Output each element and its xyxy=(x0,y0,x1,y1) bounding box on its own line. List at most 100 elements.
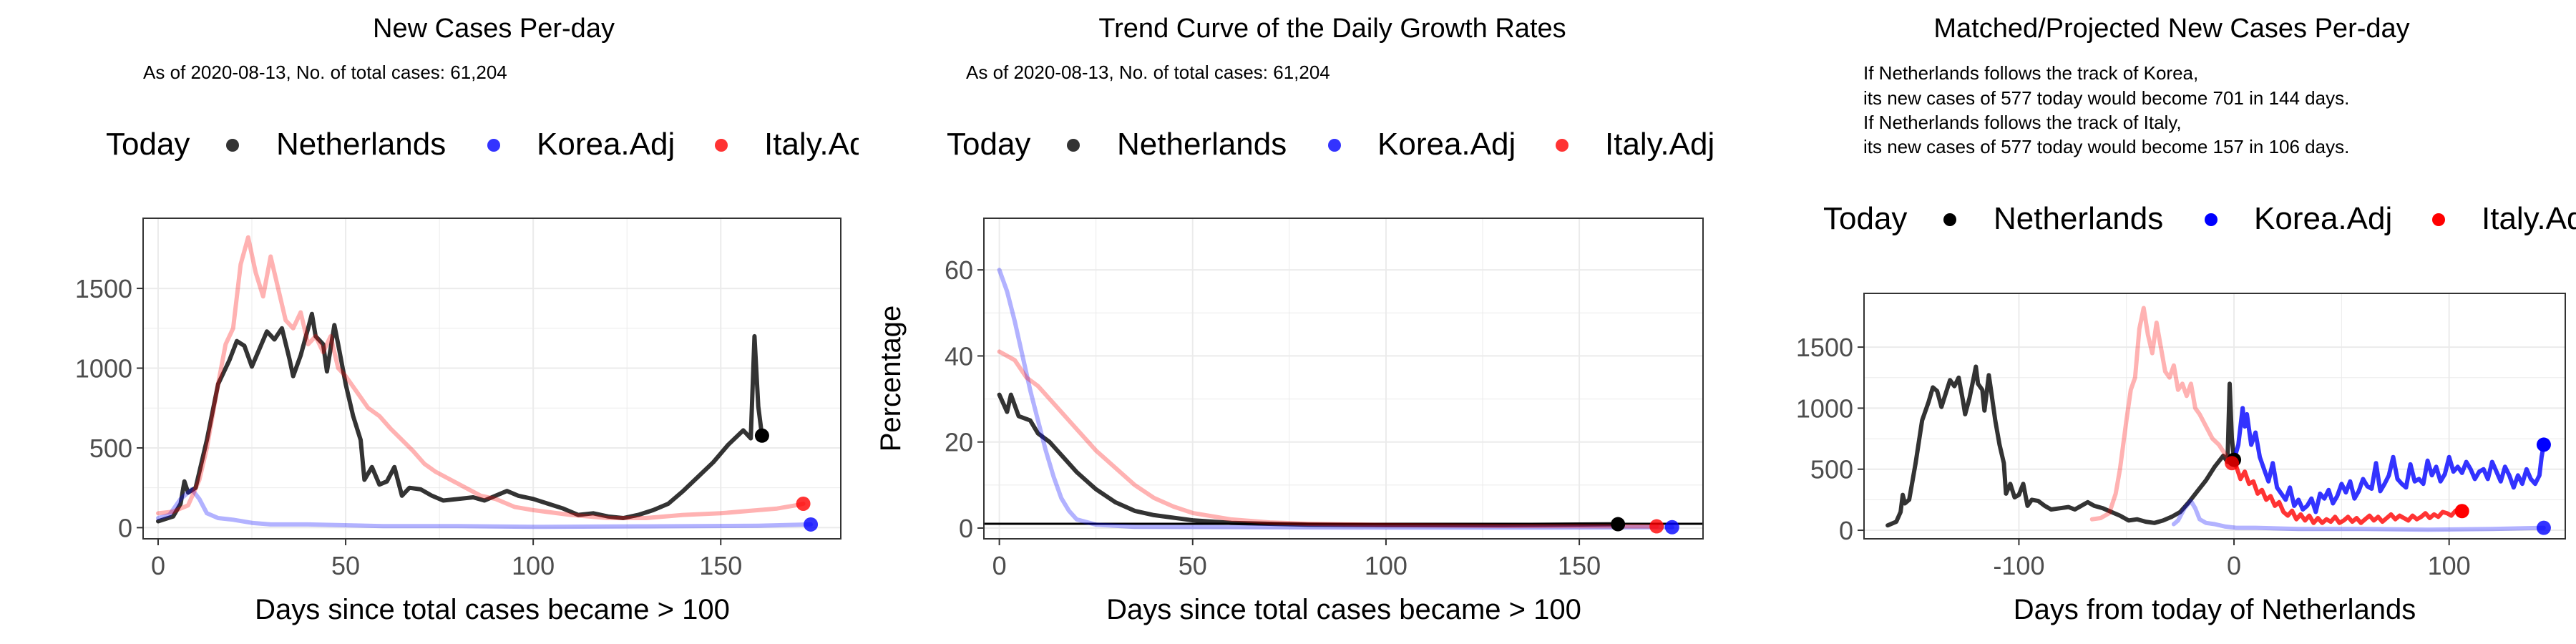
plot-frame xyxy=(142,218,841,540)
end-point-korea-adj xyxy=(804,517,819,532)
chart-title: New Cases Per-day xyxy=(373,14,615,44)
y-tick-label: 1000 xyxy=(1796,394,1853,423)
plot-area xyxy=(1863,293,2566,540)
x-tick-label: 0 xyxy=(151,551,165,580)
series-lines xyxy=(1885,306,2551,535)
end-point-netherlands xyxy=(1611,517,1626,532)
legend-key-korea xyxy=(487,139,500,152)
legend: Today Netherlands Korea.Adj Italy.Adj xyxy=(947,127,1714,162)
series-line-netherlands xyxy=(1885,364,2237,528)
legend-label-italy: Italy.Adj xyxy=(2482,201,2576,236)
plot-area xyxy=(983,218,1704,540)
series-line-korea-adj xyxy=(2171,499,2546,532)
series-line-italy-adj xyxy=(997,349,1659,529)
series-line-korea-adj xyxy=(156,487,814,530)
x-tick-label: 100 xyxy=(2428,551,2471,580)
plot-area xyxy=(142,218,841,540)
end-point-italy-adj xyxy=(796,496,811,511)
x-axis-label: Days from today of Netherlands xyxy=(2014,594,2416,625)
x-axis: -100 0 100 xyxy=(1993,539,2471,580)
legend-key-netherlands xyxy=(226,139,239,152)
x-tick-label: -100 xyxy=(1993,551,2044,580)
series-line-italy-adj-projection xyxy=(2232,457,2464,525)
legend-label-italy: Italy.Adj xyxy=(764,127,874,162)
y-tick-label: 60 xyxy=(945,255,973,285)
x-axis-label: Days since total cases became > 100 xyxy=(1106,594,1581,625)
annotation-line-3: If Netherlands follows the track of Ital… xyxy=(1863,112,2182,133)
y-axis: 0 500 1000 1500 xyxy=(1796,333,1864,545)
chart-subtitle: As of 2020-08-13, No. of total cases: 61… xyxy=(143,62,507,83)
end-point-korea-adj xyxy=(1664,519,1679,535)
series-line-netherlands xyxy=(997,392,1621,527)
y-tick-label: 0 xyxy=(959,514,973,543)
x-tick-label: 100 xyxy=(512,551,555,580)
y-axis: 0 500 1000 1500 xyxy=(75,274,143,542)
legend-key-korea xyxy=(2205,213,2218,226)
plot-frame xyxy=(1863,293,2566,540)
y-tick-label: 1500 xyxy=(75,274,132,303)
end-point-italy-adj xyxy=(2225,456,2240,471)
x-axis-label: Days since total cases became > 100 xyxy=(255,594,730,625)
panel-new-cases: New Cases Per-day As of 2020-08-13, No. … xyxy=(75,14,874,625)
legend-key-italy xyxy=(1556,139,1568,152)
y-tick-label: 0 xyxy=(118,513,132,542)
legend-label-netherlands: Netherlands xyxy=(1117,127,1287,162)
x-tick-label: 0 xyxy=(2227,551,2241,580)
y-tick-label: 1000 xyxy=(75,354,132,384)
chart-subtitle: As of 2020-08-13, No. of total cases: 61… xyxy=(966,62,1330,83)
x-axis: 0 50 100 150 xyxy=(151,539,742,580)
y-tick-label: 500 xyxy=(1810,455,1853,484)
series-lines xyxy=(997,268,1679,535)
chart-title: Trend Curve of the Daily Growth Rates xyxy=(1098,14,1566,44)
annotation-line-2: its new cases of 577 today would become … xyxy=(1863,87,2349,109)
legend-title: Today xyxy=(1823,201,1907,236)
end-point-korea-adj xyxy=(2536,520,2551,535)
plot-frame xyxy=(983,218,1704,540)
chart-title: Matched/Projected New Cases Per-day xyxy=(1933,14,2409,44)
annotation-line-4: its new cases of 577 today would become … xyxy=(1863,136,2349,157)
legend-label-italy: Italy.Adj xyxy=(1605,127,1714,162)
x-tick-label: 150 xyxy=(699,551,742,580)
y-axis: 0 20 40 60 xyxy=(945,255,984,543)
y-axis-label: Percentage xyxy=(875,306,907,452)
legend-key-italy xyxy=(715,139,728,152)
y-tick-label: 20 xyxy=(945,428,973,457)
legend-label-netherlands: Netherlands xyxy=(1994,201,2163,236)
series-lines xyxy=(156,235,819,532)
annotation-line-1: If Netherlands follows the track of Kore… xyxy=(1863,62,2198,84)
legend: Today Netherlands Korea.Adj Italy.Adj xyxy=(106,127,874,162)
legend-title: Today xyxy=(947,127,1030,162)
end-point-korea-adj-projection xyxy=(2536,437,2551,452)
panel-projected-cases: Matched/Projected New Cases Per-day If N… xyxy=(1796,14,2576,625)
legend-label-korea: Korea.Adj xyxy=(537,127,675,162)
x-tick-label: 150 xyxy=(1558,551,1601,580)
series-line-italy-adj xyxy=(156,235,806,520)
legend-label-netherlands: Netherlands xyxy=(276,127,446,162)
y-tick-label: 40 xyxy=(945,341,973,371)
legend-key-korea xyxy=(1328,139,1341,152)
legend-label-korea: Korea.Adj xyxy=(1377,127,1516,162)
x-tick-label: 100 xyxy=(1365,551,1407,580)
y-tick-label: 0 xyxy=(1839,516,1853,545)
x-tick-label: 0 xyxy=(992,551,1007,580)
x-tick-label: 50 xyxy=(1179,551,1207,580)
legend-key-italy xyxy=(2432,213,2445,226)
legend: Today Netherlands Korea.Adj Italy.Adj xyxy=(1823,201,2576,236)
series-line-netherlands xyxy=(156,311,764,524)
end-point-italy-adj xyxy=(1649,519,1664,534)
series-line-korea-adj-projection xyxy=(2232,406,2546,514)
legend-key-netherlands xyxy=(1067,139,1080,152)
x-tick-label: 50 xyxy=(331,551,360,580)
legend-title: Today xyxy=(106,127,190,162)
series-line-korea-adj xyxy=(997,268,1674,530)
legend-label-korea: Korea.Adj xyxy=(2254,201,2392,236)
end-point-netherlands xyxy=(754,428,769,443)
end-point-italy-adj-projection xyxy=(2454,504,2469,519)
legend-key-netherlands xyxy=(1943,213,1956,226)
series-line-italy-adj xyxy=(2089,306,2234,522)
grid-lines xyxy=(984,218,1703,539)
panel-growth-rates: Trend Curve of the Daily Growth Rates As… xyxy=(875,14,1714,625)
x-axis: 0 50 100 150 xyxy=(992,539,1601,580)
